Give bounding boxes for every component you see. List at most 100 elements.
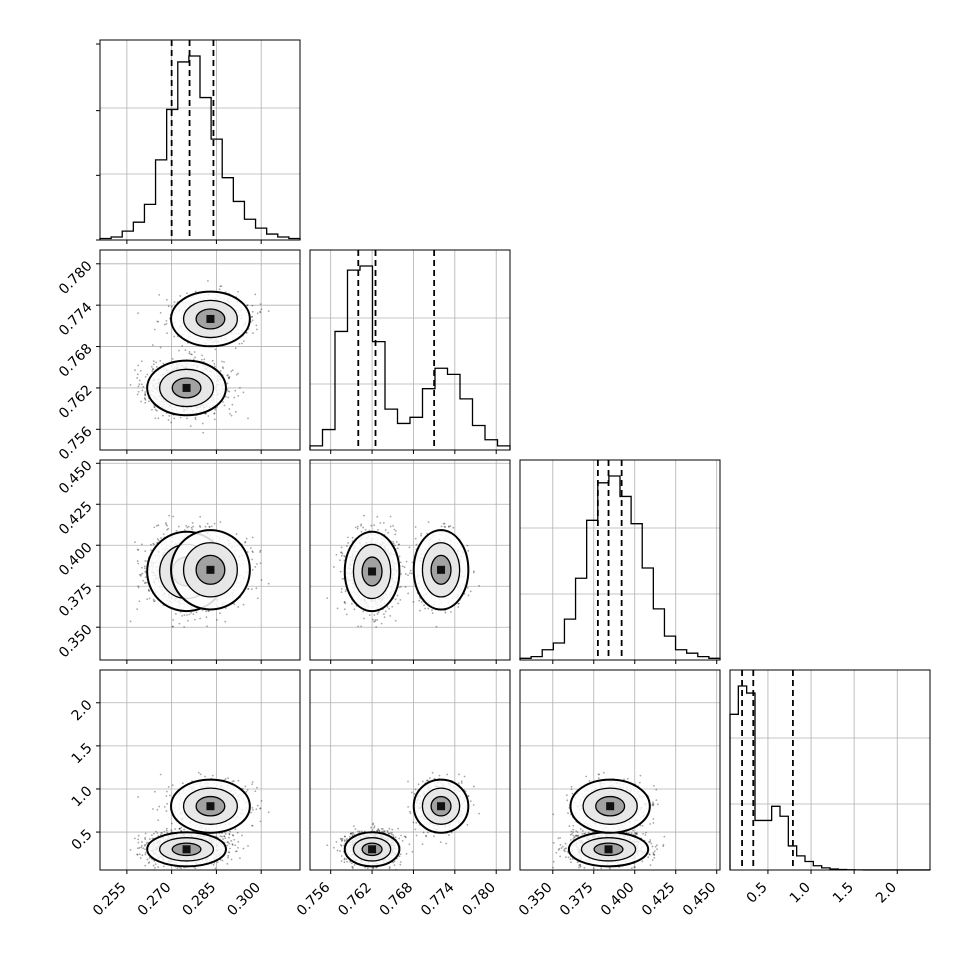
sample-point bbox=[174, 613, 177, 615]
sample-point bbox=[141, 566, 143, 569]
sample-point bbox=[235, 533, 238, 535]
sample-point bbox=[154, 417, 157, 420]
sample-point bbox=[192, 613, 195, 615]
sample-point bbox=[229, 413, 231, 415]
sample-point bbox=[144, 571, 147, 574]
density-peak bbox=[206, 565, 215, 574]
sample-point bbox=[214, 348, 217, 351]
sample-point bbox=[237, 606, 240, 608]
sample-point bbox=[254, 565, 257, 568]
sample-point bbox=[154, 408, 157, 411]
sample-point bbox=[251, 310, 254, 313]
sample-point bbox=[440, 525, 443, 528]
panel-frame bbox=[99, 249, 301, 451]
sample-point bbox=[156, 538, 159, 540]
sample-point bbox=[233, 396, 236, 399]
sample-point bbox=[186, 619, 189, 622]
sample-point bbox=[250, 588, 253, 591]
sample-point bbox=[247, 587, 250, 590]
sample-point bbox=[353, 608, 356, 611]
sample-point bbox=[414, 537, 417, 540]
sample-point bbox=[183, 529, 186, 531]
sample-point bbox=[144, 401, 147, 404]
sample-point bbox=[129, 384, 132, 386]
sample-point bbox=[193, 618, 196, 621]
sample-point bbox=[235, 373, 238, 376]
sample-point bbox=[219, 370, 222, 372]
sample-point bbox=[137, 390, 140, 393]
sample-point bbox=[144, 399, 147, 401]
sample-point bbox=[153, 328, 156, 331]
sample-point bbox=[146, 598, 149, 601]
sample-point bbox=[173, 335, 176, 338]
sample-point bbox=[175, 530, 178, 532]
sample-point bbox=[198, 525, 201, 527]
histogram-0 bbox=[99, 55, 301, 240]
sample-point bbox=[144, 391, 147, 393]
sample-point bbox=[247, 417, 249, 420]
sample-point bbox=[213, 412, 216, 415]
sample-point bbox=[173, 301, 176, 304]
sample-point bbox=[170, 421, 172, 424]
sample-point bbox=[153, 406, 156, 409]
sample-point bbox=[138, 600, 141, 603]
sample-point bbox=[234, 410, 237, 413]
sample-point bbox=[186, 526, 189, 529]
sample-point bbox=[166, 524, 168, 527]
sample-point bbox=[199, 526, 202, 528]
sample-point bbox=[153, 600, 156, 602]
sample-point bbox=[192, 358, 195, 361]
sample-point bbox=[152, 360, 155, 362]
sample-point bbox=[153, 405, 156, 408]
sample-point bbox=[252, 332, 254, 334]
sample-point bbox=[226, 382, 229, 385]
sample-point bbox=[251, 558, 253, 561]
sample-point bbox=[141, 572, 144, 575]
sample-point bbox=[457, 602, 460, 605]
sample-point bbox=[237, 394, 240, 397]
sample-point bbox=[140, 360, 143, 363]
sample-point bbox=[227, 396, 230, 399]
sample-point bbox=[218, 288, 221, 291]
sample-point bbox=[400, 573, 402, 575]
sample-point bbox=[155, 409, 158, 412]
sample-point bbox=[250, 547, 252, 549]
sample-point bbox=[162, 533, 165, 536]
sample-point bbox=[256, 597, 259, 600]
sample-point bbox=[172, 625, 175, 628]
sample-point bbox=[144, 550, 147, 553]
sample-point bbox=[165, 523, 168, 526]
sample-point bbox=[136, 373, 139, 376]
sample-point bbox=[171, 625, 174, 628]
sample-point bbox=[143, 397, 146, 399]
sample-point bbox=[137, 585, 140, 588]
panel-2-0 bbox=[96, 459, 301, 664]
sample-point bbox=[162, 414, 164, 417]
sample-point bbox=[214, 408, 217, 411]
sample-point bbox=[242, 391, 245, 394]
sample-point bbox=[144, 581, 147, 584]
sample-point bbox=[396, 547, 399, 550]
sample-point bbox=[178, 349, 180, 352]
sample-point bbox=[194, 416, 197, 419]
sample-point bbox=[155, 361, 158, 364]
sample-point bbox=[427, 521, 430, 524]
sample-point bbox=[144, 560, 147, 562]
sample-point bbox=[148, 590, 151, 592]
sample-point bbox=[255, 324, 258, 327]
sample-point bbox=[267, 310, 270, 312]
sample-point bbox=[205, 616, 208, 619]
sample-point bbox=[251, 304, 254, 307]
sample-point bbox=[224, 620, 227, 623]
sample-point bbox=[204, 525, 207, 528]
sample-point bbox=[354, 526, 357, 529]
sample-point bbox=[144, 398, 146, 400]
sample-point bbox=[187, 525, 190, 528]
sample-point bbox=[152, 542, 155, 545]
sample-point bbox=[191, 528, 194, 531]
sample-point bbox=[227, 377, 230, 380]
sample-point bbox=[251, 319, 254, 322]
density-peak bbox=[182, 383, 191, 392]
sample-point bbox=[242, 603, 245, 606]
sample-point bbox=[142, 579, 145, 582]
